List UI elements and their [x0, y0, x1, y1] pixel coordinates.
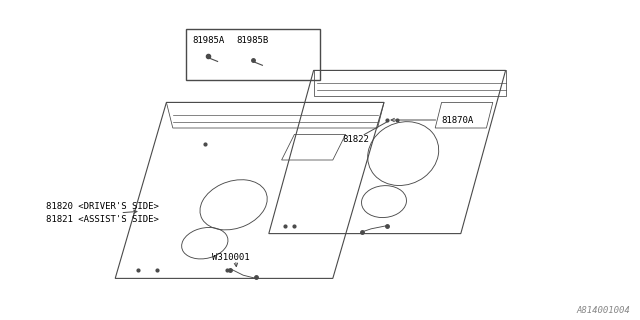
Text: 81985B: 81985B — [237, 36, 269, 44]
Text: 81870A: 81870A — [442, 116, 474, 124]
Text: 81820 <DRIVER'S SIDE>: 81820 <DRIVER'S SIDE> — [46, 202, 159, 211]
Text: 81822: 81822 — [342, 135, 369, 144]
Text: 81985A: 81985A — [192, 36, 224, 44]
Text: W310001: W310001 — [212, 253, 249, 262]
Text: A814001004: A814001004 — [577, 306, 630, 315]
Text: 81821 <ASSIST'S SIDE>: 81821 <ASSIST'S SIDE> — [46, 215, 159, 224]
